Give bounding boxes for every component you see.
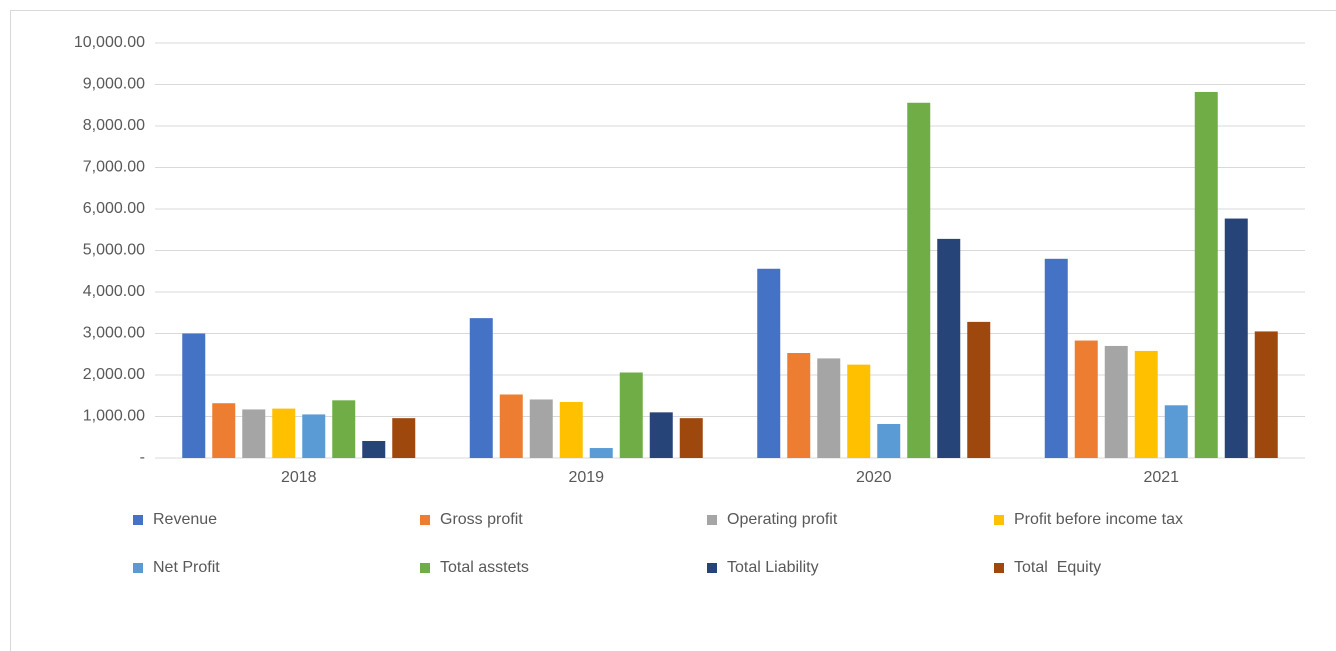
y-tick-label: 3,000.00: [83, 325, 145, 342]
bar: [212, 403, 236, 458]
legend-label: Operating profit: [727, 511, 838, 528]
bar: [499, 394, 523, 458]
y-tick-label: 6,000.00: [83, 200, 145, 217]
bar: [1224, 218, 1248, 458]
x-tick-label: 2018: [281, 469, 317, 486]
legend-swatch: [133, 515, 143, 525]
y-tick-label: 9,000.00: [83, 76, 145, 93]
y-tick-label: 7,000.00: [83, 159, 145, 176]
legend-swatch: [994, 563, 1004, 573]
bar: [469, 318, 493, 458]
bar: [362, 440, 386, 458]
bar: [1254, 331, 1278, 458]
bar: [967, 321, 991, 458]
bar: [787, 353, 811, 458]
chart-border: [10, 10, 1336, 651]
legend-swatch: [707, 563, 717, 573]
bar: [559, 401, 583, 458]
bar: [877, 423, 901, 458]
y-tick-label: 5,000.00: [83, 242, 145, 259]
x-tick-label: 2020: [856, 469, 892, 486]
bar: [757, 268, 781, 458]
bar: [302, 414, 326, 458]
bar: [1164, 405, 1188, 458]
legend-label: Gross profit: [440, 511, 523, 528]
bar: [847, 364, 871, 458]
bar: [392, 418, 416, 458]
bar: [619, 372, 643, 458]
legend-swatch: [707, 515, 717, 525]
legend-swatch: [420, 515, 430, 525]
bar: [817, 358, 841, 458]
bar: [272, 408, 296, 458]
legend-label: Net Profit: [153, 559, 220, 576]
bar: [242, 409, 266, 458]
legend-label: Total asstets: [440, 559, 529, 576]
y-tick-label: 2,000.00: [83, 366, 145, 383]
bar: [182, 333, 206, 458]
x-tick-label: 2019: [568, 469, 604, 486]
bar: [529, 399, 553, 458]
bar: [1044, 258, 1068, 458]
bar: [1104, 345, 1128, 458]
y-tick-label: 8,000.00: [83, 117, 145, 134]
bar: [332, 400, 356, 458]
legend-swatch: [994, 515, 1004, 525]
x-tick-label: 2021: [1143, 469, 1179, 486]
legend-label: Total Equity: [1014, 559, 1101, 576]
y-tick-label: -: [140, 449, 145, 466]
legend-swatch: [420, 563, 430, 573]
bar: [679, 418, 703, 458]
bar: [1194, 91, 1218, 458]
bar: [649, 412, 673, 458]
legend-label: Profit before income tax: [1014, 511, 1183, 528]
y-tick-label: 10,000.00: [74, 34, 145, 51]
bar: [1074, 340, 1098, 458]
legend-label: Total Liability: [727, 559, 819, 576]
bar: [907, 102, 931, 458]
y-tick-label: 4,000.00: [83, 283, 145, 300]
bar: [1134, 350, 1158, 458]
legend-swatch: [133, 563, 143, 573]
legend-label: Revenue: [153, 511, 217, 528]
bar: [589, 448, 613, 458]
bar: [937, 238, 961, 458]
y-tick-label: 1,000.00: [83, 408, 145, 425]
